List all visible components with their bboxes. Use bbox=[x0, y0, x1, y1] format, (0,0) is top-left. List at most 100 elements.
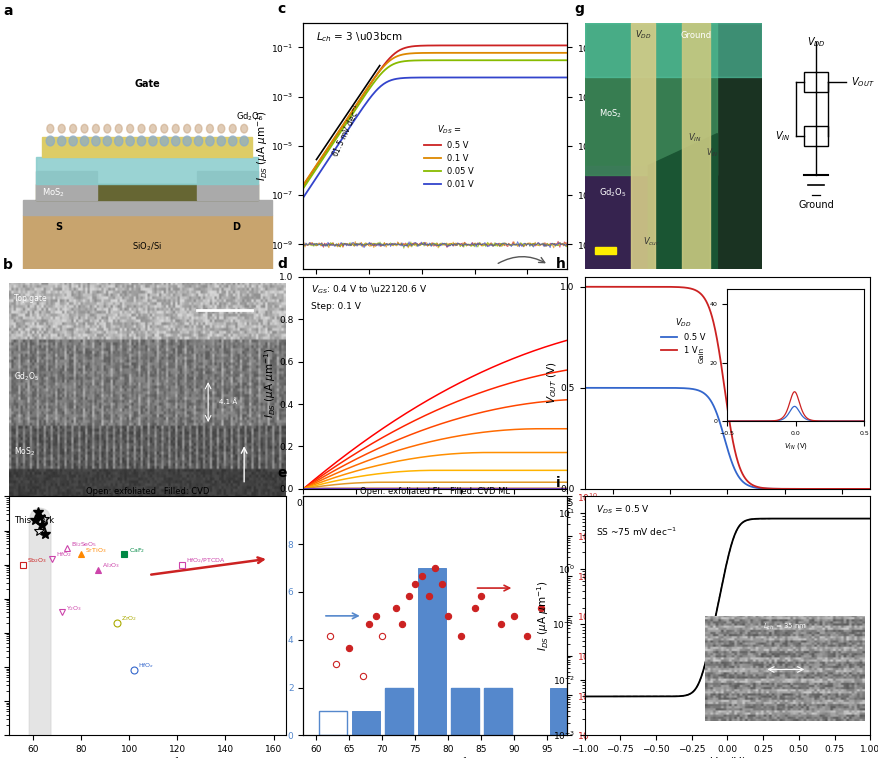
Text: MoS$_2$: MoS$_2$ bbox=[42, 186, 65, 199]
Ellipse shape bbox=[104, 124, 111, 133]
Bar bbox=[37, 157, 258, 184]
Ellipse shape bbox=[205, 136, 214, 146]
Bar bbox=[42, 137, 252, 157]
Bar bbox=[550, 688, 577, 735]
Bar bbox=[803, 126, 827, 146]
Text: CaF$_2$: CaF$_2$ bbox=[128, 546, 145, 555]
Y-axis label: $I_{GS}$ (A cm$^{-2}$): $I_{GS}$ (A cm$^{-2}$) bbox=[600, 114, 615, 177]
Text: S: S bbox=[55, 222, 62, 232]
Text: d: d bbox=[277, 257, 286, 271]
Ellipse shape bbox=[149, 124, 156, 133]
Text: SiO$_2$/Si: SiO$_2$/Si bbox=[132, 241, 162, 253]
Text: i: i bbox=[556, 476, 560, 490]
Text: D: D bbox=[232, 222, 240, 232]
Title: Open: exfoliated FL   Filled: CVD ML: Open: exfoliated FL Filled: CVD ML bbox=[360, 487, 509, 496]
Text: Step: 0.1 V: Step: 0.1 V bbox=[311, 302, 361, 311]
Text: HfO$_2$/PTCDA: HfO$_2$/PTCDA bbox=[186, 556, 226, 565]
Ellipse shape bbox=[218, 124, 225, 133]
Ellipse shape bbox=[148, 136, 157, 146]
Text: Gate: Gate bbox=[134, 80, 160, 89]
Text: $V_{OUT}$: $V_{OUT}$ bbox=[850, 75, 874, 89]
Ellipse shape bbox=[115, 124, 122, 133]
Bar bbox=[584, 23, 716, 176]
Text: Al$_2$O$_3$: Al$_2$O$_3$ bbox=[102, 561, 120, 570]
X-axis label: $V_{GS}$ (V): $V_{GS}$ (V) bbox=[416, 290, 453, 302]
Bar bbox=[319, 711, 346, 735]
Ellipse shape bbox=[171, 136, 180, 146]
Bar bbox=[197, 171, 257, 200]
Text: Cr: Cr bbox=[243, 712, 254, 721]
Bar bbox=[450, 688, 479, 735]
X-axis label: $V_{IN}$ (V): $V_{IN}$ (V) bbox=[709, 509, 744, 522]
Text: Gd: Gd bbox=[104, 712, 117, 721]
Ellipse shape bbox=[29, 509, 51, 758]
Y-axis label: $I_{DS}$ ($\mu$A $\mu$m$^{-1}$): $I_{DS}$ ($\mu$A $\mu$m$^{-1}$) bbox=[262, 347, 277, 418]
Bar bbox=[23, 200, 271, 215]
Ellipse shape bbox=[126, 124, 133, 133]
Legend: 0.5 V, 0.1 V, 0.05 V, 0.01 V: 0.5 V, 0.1 V, 0.05 V, 0.01 V bbox=[421, 121, 477, 193]
Text: g: g bbox=[573, 2, 583, 16]
Ellipse shape bbox=[138, 124, 145, 133]
Ellipse shape bbox=[194, 136, 203, 146]
Ellipse shape bbox=[92, 124, 99, 133]
Ellipse shape bbox=[114, 136, 123, 146]
Text: HfO$_2$: HfO$_2$ bbox=[56, 550, 72, 559]
Ellipse shape bbox=[161, 124, 168, 133]
Ellipse shape bbox=[195, 124, 202, 133]
Bar bbox=[351, 711, 379, 735]
Y-axis label: Count: Count bbox=[276, 600, 286, 631]
Ellipse shape bbox=[80, 136, 89, 146]
Text: c: c bbox=[277, 2, 284, 16]
Text: b: b bbox=[4, 258, 13, 272]
Text: SrTiO$_3$: SrTiO$_3$ bbox=[85, 546, 106, 555]
Text: $V_{DS}$ = 0.5 V: $V_{DS}$ = 0.5 V bbox=[595, 503, 649, 516]
Ellipse shape bbox=[217, 136, 226, 146]
Text: HfO$_x$: HfO$_x$ bbox=[138, 662, 155, 671]
Text: a: a bbox=[4, 5, 13, 18]
Ellipse shape bbox=[58, 124, 65, 133]
Title: Open: exfoliated   Filled: CVD: Open: exfoliated Filled: CVD bbox=[85, 487, 209, 496]
Ellipse shape bbox=[137, 136, 146, 146]
Text: MoS$_2$: MoS$_2$ bbox=[598, 108, 621, 120]
Ellipse shape bbox=[47, 124, 54, 133]
Ellipse shape bbox=[81, 124, 88, 133]
Text: $V_{DD}$: $V_{DD}$ bbox=[634, 29, 651, 41]
X-axis label: $V_{GS}$ (V): $V_{GS}$ (V) bbox=[708, 756, 745, 758]
Ellipse shape bbox=[47, 136, 54, 146]
Text: Y$_2$O$_3$: Y$_2$O$_3$ bbox=[66, 603, 82, 612]
Ellipse shape bbox=[91, 136, 100, 146]
Y-axis label: $I_{DS}$ ($\mu$A $\mu$m$^{-1}$): $I_{DS}$ ($\mu$A $\mu$m$^{-1}$) bbox=[535, 581, 551, 651]
Text: Ground: Ground bbox=[797, 199, 833, 209]
Text: $V_{cur}$: $V_{cur}$ bbox=[643, 236, 659, 248]
Polygon shape bbox=[648, 133, 716, 269]
Bar bbox=[594, 247, 615, 255]
Text: This work: This work bbox=[14, 515, 54, 525]
Bar bbox=[483, 688, 511, 735]
Text: $V_{GS}$: 0.4 V to \u22120.6 V: $V_{GS}$: 0.4 V to \u22120.6 V bbox=[311, 283, 427, 296]
Text: $V_{IN}$: $V_{IN}$ bbox=[705, 147, 717, 159]
Text: S: S bbox=[176, 712, 183, 721]
Text: e: e bbox=[277, 466, 286, 481]
Bar bbox=[37, 171, 97, 200]
Bar bbox=[23, 215, 271, 269]
Bar bbox=[450, 688, 479, 735]
Text: $L_{ch}$ = 3 \u03bcm: $L_{ch}$ = 3 \u03bcm bbox=[316, 30, 403, 44]
Bar bbox=[584, 166, 651, 269]
Ellipse shape bbox=[240, 136, 248, 146]
Text: Top gate: Top gate bbox=[14, 294, 47, 303]
Text: Bi$_2$SeO$_5$: Bi$_2$SeO$_5$ bbox=[70, 540, 97, 549]
Text: 4.1 Å: 4.1 Å bbox=[219, 399, 237, 406]
Bar bbox=[385, 688, 413, 735]
Ellipse shape bbox=[103, 136, 112, 146]
X-axis label: SS (mV dec$^{-1}$): SS (mV dec$^{-1}$) bbox=[109, 756, 185, 758]
Bar bbox=[630, 23, 655, 269]
Text: h: h bbox=[556, 257, 565, 271]
Ellipse shape bbox=[183, 136, 191, 146]
Text: $V_{IN}$: $V_{IN}$ bbox=[687, 132, 701, 145]
Ellipse shape bbox=[68, 136, 77, 146]
Ellipse shape bbox=[241, 124, 248, 133]
Ellipse shape bbox=[228, 136, 237, 146]
Legend: 0.5 V, 1 V: 0.5 V, 1 V bbox=[657, 312, 709, 359]
Ellipse shape bbox=[160, 136, 169, 146]
Bar bbox=[37, 184, 258, 200]
